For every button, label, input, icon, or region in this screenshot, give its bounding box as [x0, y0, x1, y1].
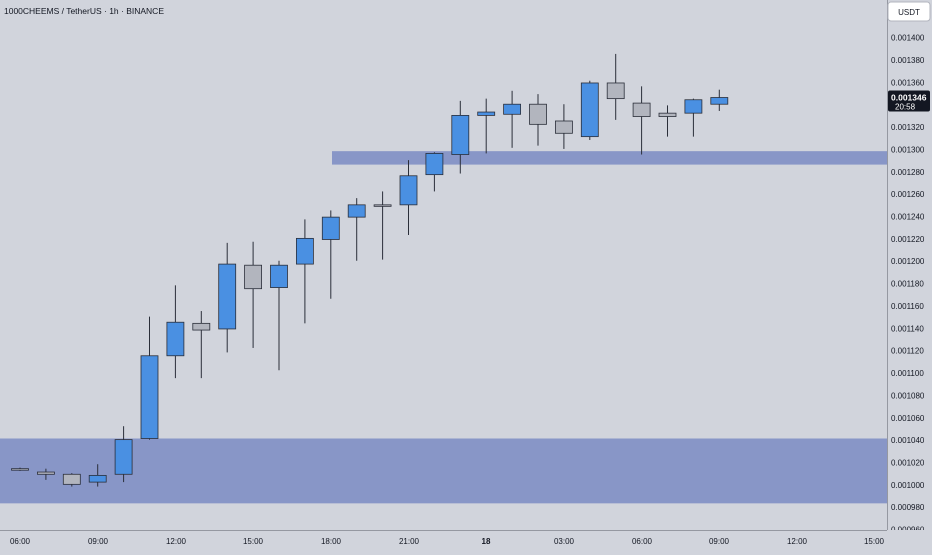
price-tick-label: 0.001040 — [891, 436, 925, 445]
time-tick-label: 09:00 — [88, 537, 109, 546]
candle-body[interactable] — [114, 439, 133, 475]
price-tick-label: 0.001100 — [891, 369, 924, 378]
price-tick-label: 0.001380 — [891, 56, 925, 65]
symbol-title: 1000CHEEMS / TetherUS · 1h · BINANCE — [4, 6, 164, 16]
time-tick-label: 21:00 — [399, 537, 420, 546]
candle-body[interactable] — [321, 216, 340, 240]
candle-body[interactable] — [451, 115, 470, 155]
price-tick-label: 0.001000 — [891, 481, 925, 490]
price-tick-label: 0.001180 — [891, 280, 924, 289]
candle-body[interactable] — [140, 355, 159, 439]
price-tick-label: 0.001120 — [891, 347, 924, 356]
price-tick-label: 0.001240 — [891, 213, 925, 222]
currency-button-label: USDT — [898, 8, 920, 17]
time-tick-label: 06:00 — [632, 537, 653, 546]
candle-body[interactable] — [88, 474, 107, 483]
candle-body[interactable] — [270, 264, 288, 288]
price-tick-label: 0.001300 — [891, 145, 925, 154]
zone-rect[interactable] — [0, 438, 887, 504]
price-tick-label: 0.000980 — [891, 503, 925, 512]
price-tick-label: 0.001260 — [891, 190, 925, 199]
price-tick-label: 0.001280 — [891, 168, 925, 177]
candle-body[interactable] — [11, 468, 29, 471]
time-tick-label: 15:00 — [864, 537, 885, 546]
price-tick-label: 0.001020 — [891, 458, 925, 467]
price-tick-label: 0.001200 — [891, 257, 925, 266]
price-tick-label: 0.000960 — [891, 526, 925, 535]
candle-body[interactable] — [373, 204, 392, 207]
candle-body[interactable] — [477, 111, 496, 116]
candle-body[interactable] — [37, 471, 55, 475]
candle-body[interactable] — [425, 153, 444, 176]
candle-body[interactable] — [710, 97, 729, 105]
candle-body[interactable] — [555, 120, 573, 134]
candle-body[interactable] — [347, 204, 366, 218]
zone-rect[interactable] — [332, 151, 887, 165]
price-tick-label: 0.001400 — [891, 34, 925, 43]
price-tick-label: 0.001360 — [891, 78, 925, 87]
candle-body[interactable] — [684, 99, 703, 114]
time-tick-label: 18 — [482, 537, 491, 546]
price-tick-label: 0.001080 — [891, 391, 925, 400]
time-tick-label: 06:00 — [10, 537, 31, 546]
time-tick-label: 12:00 — [166, 537, 187, 546]
candle-body[interactable] — [295, 237, 314, 265]
candle-body[interactable] — [62, 473, 81, 485]
price-tick-label: 0.001160 — [891, 302, 924, 311]
current-price-label: 0.001346 — [891, 93, 927, 103]
candle-body[interactable] — [606, 82, 625, 100]
price-tick-label: 0.001140 — [891, 324, 924, 333]
currency-button[interactable] — [887, 1, 931, 22]
price-tick-label: 0.001320 — [891, 123, 925, 132]
candle-body[interactable] — [244, 264, 263, 290]
candle-body[interactable] — [399, 175, 418, 206]
candle-body[interactable] — [218, 263, 237, 330]
time-axis[interactable] — [0, 530, 887, 550]
time-tick-label: 15:00 — [243, 537, 264, 546]
time-tick-label: 18:00 — [321, 537, 342, 546]
candle-body[interactable] — [658, 112, 677, 117]
candle-body[interactable] — [632, 102, 651, 117]
time-tick-label: 09:00 — [709, 537, 730, 546]
candle-body[interactable] — [503, 103, 522, 115]
time-tick-label: 12:00 — [787, 537, 808, 546]
time-tick-label: 03:00 — [554, 537, 575, 546]
price-tick-label: 0.001220 — [891, 235, 925, 244]
candle-body[interactable] — [192, 322, 211, 331]
current-price-tag — [888, 90, 930, 112]
candle-body[interactable] — [166, 321, 185, 357]
bar-countdown-label: 20:58 — [895, 103, 916, 112]
price-tick-label: 0.001060 — [891, 414, 925, 423]
candle-body[interactable] — [529, 103, 547, 125]
candle-body[interactable] — [580, 82, 599, 138]
